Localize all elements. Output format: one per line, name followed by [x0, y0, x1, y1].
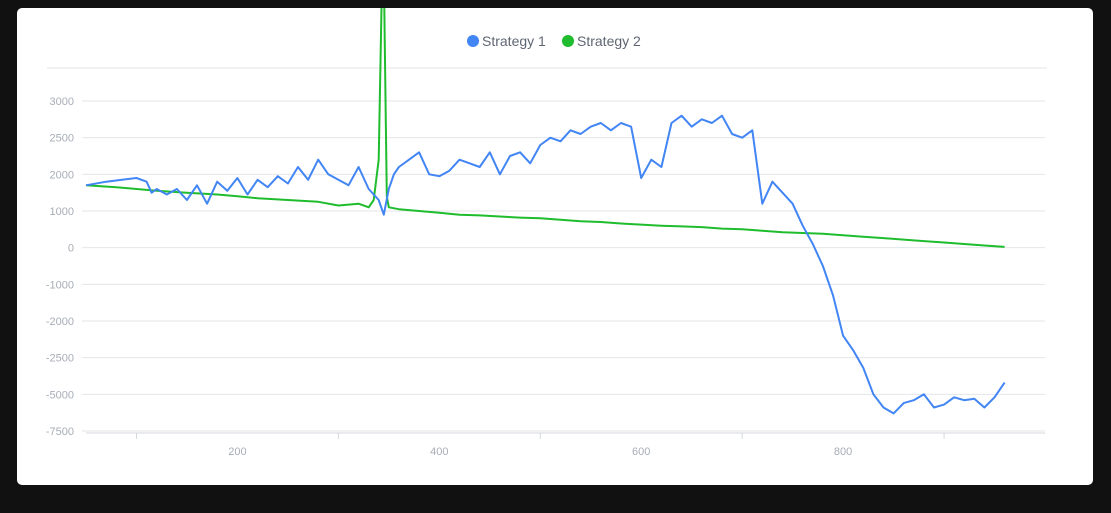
- legend-item-strategy-2[interactable]: Strategy 2: [562, 33, 641, 49]
- y-tick-label: -1000: [46, 279, 74, 291]
- y-tick-label: -5000: [46, 389, 74, 401]
- y-tick-label: -2000: [46, 316, 74, 328]
- y-tick-label: -7500: [46, 426, 74, 438]
- series-line-strategy-1[interactable]: [85, 114, 1006, 415]
- legend-label-strategy-2: Strategy 2: [577, 33, 641, 49]
- legend-label-strategy-1: Strategy 1: [482, 33, 546, 49]
- y-tick-label: 1000: [50, 206, 74, 218]
- y-tick-label: -2500: [46, 353, 74, 365]
- legend-item-strategy-1[interactable]: Strategy 1: [467, 33, 546, 49]
- y-tick-label: 2000: [50, 169, 74, 181]
- legend-marker-strategy-1: [467, 35, 479, 47]
- x-tick-label: 200: [228, 446, 246, 458]
- x-tick-label: 600: [632, 446, 650, 458]
- y-tick-label: 0: [68, 243, 74, 255]
- legend: Strategy 1 Strategy 2: [467, 33, 641, 49]
- y-tick-label: 2500: [50, 133, 74, 145]
- gridlines: [47, 67, 1047, 432]
- line-chart: Strategy 1 Strategy 2 3000 2500 2000 1000 0 -…: [46, 8, 1047, 458]
- x-axis: 200 400 600 800: [86, 432, 1045, 458]
- y-tick-label: 3000: [50, 96, 74, 108]
- series-layer: [85, 8, 1006, 415]
- legend-marker-strategy-2: [562, 35, 574, 47]
- series-line-strategy-2[interactable]: [85, 8, 1005, 248]
- y-axis: 3000 2500 2000 1000 0 -1000 -2000 -2500 -5000 -75…: [46, 96, 74, 438]
- x-tick-label: 800: [834, 446, 852, 458]
- x-tick-label: 400: [430, 446, 448, 458]
- chart-card: Strategy 1 Strategy 2 3000 2500 2000 1000 0 -…: [17, 8, 1093, 485]
